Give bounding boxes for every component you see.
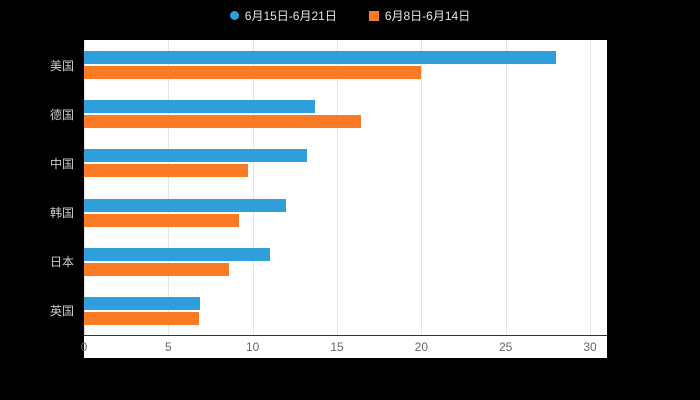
category-label: 英国	[49, 304, 74, 319]
gridline	[252, 40, 254, 335]
legend-item-series2[interactable]: 6月8日-6月14日	[368, 7, 471, 24]
y-axis-category-labels: 美国德国中国韩国日本英国	[0, 40, 80, 335]
category-label: 韩国	[49, 206, 74, 221]
x-tick-label: 0	[80, 340, 88, 354]
legend-item-label: 6月8日-6月14日	[384, 9, 471, 23]
gridline	[505, 40, 507, 335]
x-tick-label: 5	[164, 340, 172, 354]
x-tick-label: 20	[414, 340, 428, 354]
gridline	[84, 40, 85, 335]
bar-s1-row1	[84, 51, 557, 64]
bar-s2-row1	[84, 66, 422, 79]
bar-s2-row5	[84, 262, 230, 276]
bar-s1-row3	[84, 149, 307, 163]
x-axis-line	[84, 335, 607, 336]
bar-s2-row2	[84, 115, 361, 129]
legend: 6月15日-6月21日 6月8日-6月14日	[0, 7, 700, 24]
category-label: 中国	[49, 156, 74, 171]
bar-s2-row6	[84, 311, 199, 325]
bar-s1-row6	[84, 296, 201, 310]
bar-s1-row4	[84, 198, 287, 212]
category-label: 日本	[49, 255, 74, 270]
gridline	[168, 40, 170, 335]
plot-area: 0 5 10 15 20 25 30	[81, 40, 607, 358]
x-tick-label: 15	[330, 340, 344, 354]
bar-s1-row2	[84, 100, 316, 114]
legend-marker-circle-icon	[229, 11, 239, 20]
category-label: 美国	[49, 58, 74, 73]
gridline	[337, 40, 338, 335]
legend-item-series1[interactable]: 6月15日-6月21日	[229, 7, 337, 24]
legend-marker-square-icon	[368, 10, 379, 21]
gridline	[421, 40, 423, 335]
category-label: 德国	[49, 107, 74, 122]
bar-s2-row4	[84, 213, 240, 227]
x-tick-label: 30	[583, 340, 597, 354]
bar-s2-row3	[84, 164, 248, 178]
legend-item-label: 6月15日-6月21日	[244, 9, 337, 23]
x-tick-label: 25	[498, 340, 513, 354]
x-tick-label: 10	[245, 340, 260, 354]
bar-s1-row5	[84, 247, 270, 261]
gridline	[590, 40, 591, 335]
